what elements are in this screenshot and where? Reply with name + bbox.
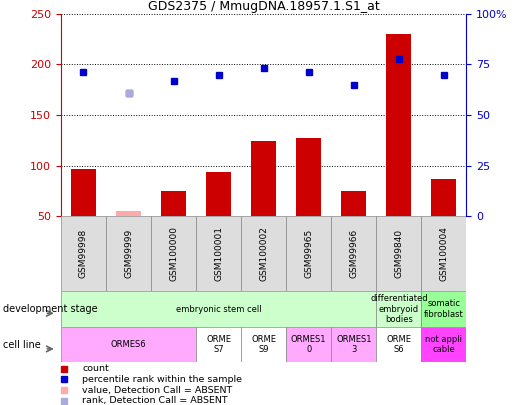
Bar [206, 172, 231, 216]
Text: ORME
S7: ORME S7 [206, 335, 231, 354]
Text: GSM99965: GSM99965 [304, 229, 313, 278]
Text: percentile rank within the sample: percentile rank within the sample [82, 375, 242, 384]
Text: ORMES6: ORMES6 [111, 340, 146, 349]
Bar [431, 179, 456, 216]
Text: GSM100004: GSM100004 [439, 226, 448, 281]
Bar [106, 216, 151, 291]
Bar [341, 191, 366, 216]
Text: differentiated
embryoid
bodies: differentiated embryoid bodies [370, 294, 428, 324]
Bar [386, 34, 411, 216]
Bar [376, 291, 421, 327]
Bar [286, 216, 331, 291]
Bar [251, 141, 276, 216]
Bar [161, 191, 186, 216]
Text: count: count [82, 364, 109, 373]
Text: cell line: cell line [3, 340, 40, 350]
Title: GDS2375 / MmugDNA.18957.1.S1_at: GDS2375 / MmugDNA.18957.1.S1_at [148, 0, 379, 13]
Bar [421, 216, 466, 291]
Text: not appli
cable: not appli cable [426, 335, 462, 354]
Bar [116, 211, 141, 216]
Text: ORMES1
0: ORMES1 0 [291, 335, 326, 354]
Text: somatic
fibroblast: somatic fibroblast [424, 299, 464, 319]
Bar [331, 216, 376, 291]
Text: GSM100001: GSM100001 [214, 226, 223, 281]
Bar [376, 216, 421, 291]
Bar [296, 139, 321, 216]
Bar [196, 327, 241, 362]
Bar [376, 327, 421, 362]
Bar [421, 291, 466, 327]
Text: GSM99999: GSM99999 [124, 229, 133, 278]
Bar [421, 327, 466, 362]
Bar [286, 327, 331, 362]
Bar [71, 168, 96, 216]
Bar [196, 216, 241, 291]
Bar [151, 216, 196, 291]
Bar [241, 216, 286, 291]
Text: ORME
S9: ORME S9 [251, 335, 276, 354]
Text: ORMES1
3: ORMES1 3 [336, 335, 372, 354]
Text: value, Detection Call = ABSENT: value, Detection Call = ABSENT [82, 386, 233, 394]
Text: GSM100002: GSM100002 [259, 226, 268, 281]
Bar [61, 291, 376, 327]
Bar [61, 327, 196, 362]
Bar [241, 327, 286, 362]
Text: embryonic stem cell: embryonic stem cell [176, 305, 261, 313]
Text: GSM99966: GSM99966 [349, 229, 358, 278]
Text: rank, Detection Call = ABSENT: rank, Detection Call = ABSENT [82, 396, 228, 405]
Bar [331, 327, 376, 362]
Text: ORME
S6: ORME S6 [386, 335, 411, 354]
Text: GSM99840: GSM99840 [394, 229, 403, 278]
Text: GSM99998: GSM99998 [79, 229, 88, 278]
Text: development stage: development stage [3, 304, 98, 314]
Text: GSM100000: GSM100000 [169, 226, 178, 281]
Bar [61, 216, 106, 291]
